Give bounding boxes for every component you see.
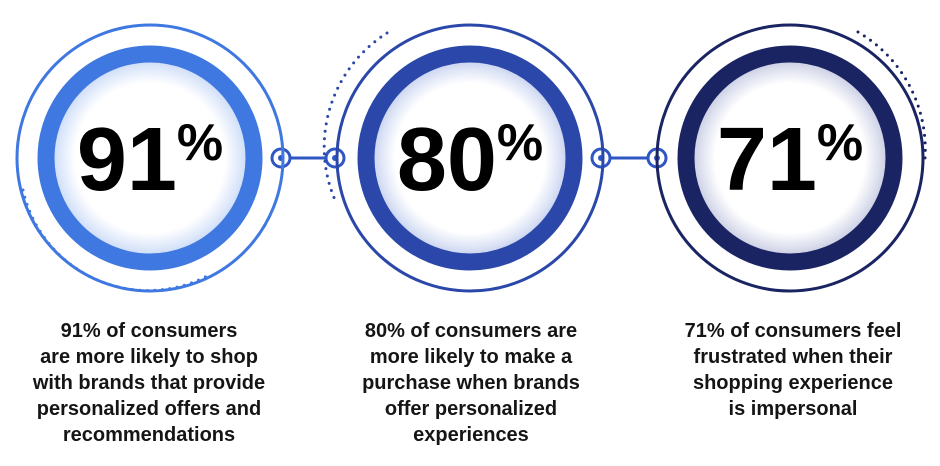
stat-caption-3: 71% of consumers feel frustrated when th… xyxy=(684,320,902,420)
inner-ring-2 xyxy=(357,45,583,271)
stat-value-3: 71% xyxy=(717,110,863,210)
infographic-graphic: 91% 80% 71% xyxy=(15,23,927,293)
outer-ring-3 xyxy=(655,23,925,293)
inner-ring-3 xyxy=(677,45,903,271)
outer-ring-2 xyxy=(335,23,605,293)
stat-circle-3: 71% xyxy=(655,23,927,293)
stat-circle-2: 80% xyxy=(322,23,605,293)
dotted-arc-2 xyxy=(322,31,389,202)
stat-value-1: 91% xyxy=(77,110,223,210)
stat-circle-1: 91% xyxy=(15,23,285,293)
outer-ring-1 xyxy=(15,23,285,293)
stat-value-2: 80% xyxy=(397,110,543,210)
stat-caption-2: 80% of consumers are more likely to make… xyxy=(362,320,580,446)
inner-ring-1 xyxy=(37,45,263,271)
stat-caption-1: 91% of consumers are more likely to shop… xyxy=(32,320,266,446)
dotted-arc-3 xyxy=(856,30,927,160)
